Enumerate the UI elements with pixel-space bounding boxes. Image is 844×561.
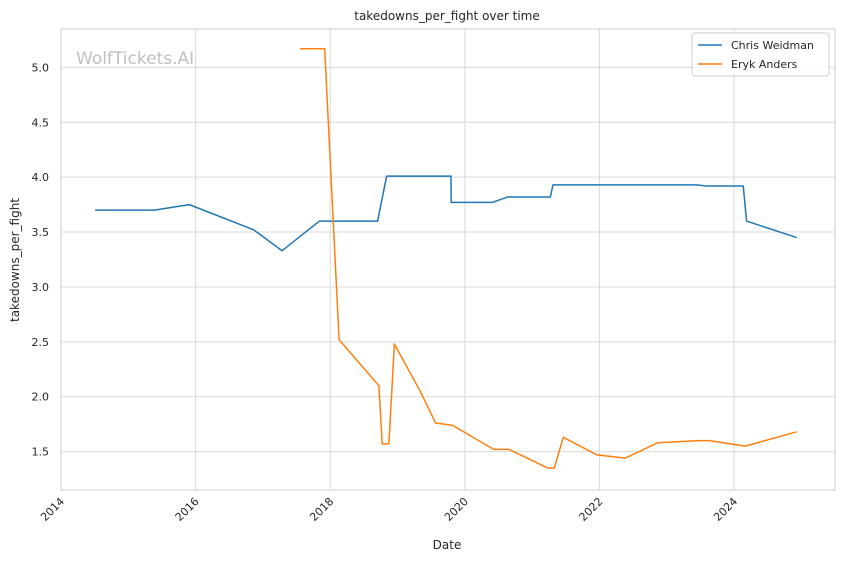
chart-title: takedowns_per_fight over time: [354, 9, 540, 23]
x-axis-title: Date: [433, 538, 462, 552]
y-tick-label-1.5: 1.5: [32, 446, 50, 459]
x-tick-label-2024: 2024: [711, 495, 740, 524]
y-tick-label-4.5: 4.5: [32, 116, 50, 129]
x-tick-label-2022: 2022: [577, 495, 606, 524]
y-tick-label-2.0: 2.0: [32, 391, 50, 404]
x-tick-label-2014: 2014: [38, 495, 67, 524]
plot-area-frame: [60, 28, 836, 491]
series-line-chris-weidman: [95, 175, 797, 252]
legend-label-chris-weidman: Chris Weidman: [731, 39, 814, 52]
x-tick-label-2020: 2020: [442, 495, 471, 524]
x-tick-label-2018: 2018: [307, 495, 336, 524]
series-line-eryk-anders: [300, 48, 797, 469]
x-tick-label-2016: 2016: [173, 495, 202, 524]
y-tick-label-2.5: 2.5: [32, 336, 50, 349]
y-tick-label-5.0: 5.0: [32, 61, 50, 74]
legend-label-eryk-anders: Eryk Anders: [731, 58, 798, 71]
y-tick-label-4.0: 4.0: [32, 171, 50, 184]
series-layer: [95, 48, 797, 469]
grid: [60, 29, 835, 490]
y-axis-title: takedowns_per_fight: [8, 198, 22, 322]
watermark: WolfTickets.AI: [76, 49, 194, 69]
y-tick-label-3.5: 3.5: [32, 226, 50, 239]
legend: Chris Weidman Eryk Anders: [691, 32, 830, 77]
legend-box: [691, 32, 830, 77]
y-tick-label-3.0: 3.0: [32, 281, 50, 294]
